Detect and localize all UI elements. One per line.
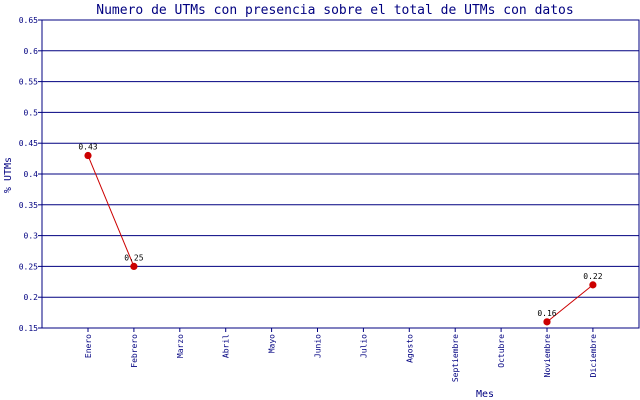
x-tick-label-6: Julio: [359, 334, 368, 358]
data-point-enero: [84, 151, 92, 160]
y-tick-label-1: 0.2: [24, 293, 39, 302]
data-label-enero: 0.43: [78, 143, 97, 152]
x-tick-label-10: Noviembre: [543, 334, 552, 378]
data-point-noviembre: [543, 318, 551, 326]
series-layer: 0.43 0.25 0.16 0.22: [78, 143, 603, 326]
x-tick-label-0: Enero: [84, 334, 93, 358]
x-tick-label-1: Febrero: [130, 334, 139, 368]
x-tick-label-2: Marzo: [176, 334, 185, 358]
y-tick-label-3: 0.3: [24, 232, 39, 241]
x-axis-label: Mes: [476, 389, 494, 400]
x-tick-label-9: Octubre: [497, 334, 506, 368]
x-tick-label-4: Mayo: [268, 334, 277, 353]
x-axis-ticks: Enero Febrero Marzo Abril Mayo Junio Julio Agos…: [84, 328, 598, 382]
y-tick-label-5: 0.4: [24, 170, 39, 179]
data-point-diciembre: [589, 281, 597, 289]
data-label-diciembre: 0.22: [583, 272, 602, 281]
y-tick-label-9: 0.6: [24, 47, 39, 56]
x-tick-label-11: Diciembre: [589, 334, 598, 378]
y-axis-label: % UTMs: [3, 157, 14, 193]
y-axis-ticks: 0.15 0.2 0.25 0.3 0.35 0.4 0.45 0.5 0.55 0.6 0.65: [19, 16, 38, 333]
data-point-febrero: [130, 262, 138, 270]
y-tick-label-4: 0.35: [19, 201, 38, 210]
x-tick-label-3: Abril: [222, 334, 231, 358]
x-tick-label-7: Agosto: [405, 334, 414, 363]
y-tick-label-10: 0.65: [19, 16, 38, 25]
y-tick-label-0: 0.15: [19, 324, 38, 333]
x-tick-label-5: Junio: [314, 334, 323, 358]
y-tick-label-2: 0.25: [19, 262, 38, 271]
y-tick-label-7: 0.5: [24, 108, 39, 117]
series-line-segment-0: [87, 155, 135, 267]
y-tick-label-8: 0.55: [19, 78, 38, 87]
series-line-segment-1: [546, 284, 594, 323]
y-tick-label-6: 0.45: [19, 139, 38, 148]
chart-title: Numero de UTMs con presencia sobre el to…: [96, 3, 573, 18]
data-label-noviembre: 0.16: [537, 309, 556, 318]
data-label-febrero: 0.25: [124, 253, 143, 262]
grid: [38, 19, 640, 329]
x-tick-label-8: Septiembre: [451, 334, 460, 382]
